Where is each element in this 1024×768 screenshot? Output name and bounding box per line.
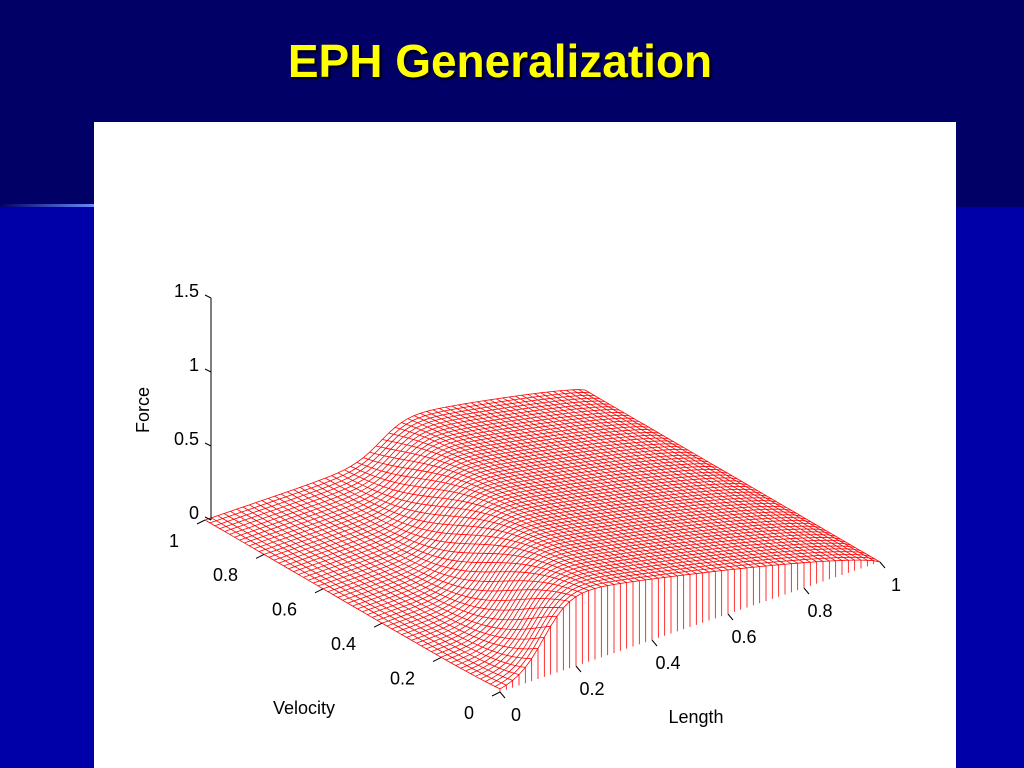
- x-tick: [575, 665, 582, 673]
- axes: [196, 294, 886, 699]
- mesh-line: [209, 392, 590, 524]
- mesh-line: [249, 414, 630, 547]
- surface-mesh: [204, 389, 881, 692]
- plot-figure: Force Length Velocity 0 0.5 1 1.5 0 0.2 0.4 0.6…: [94, 122, 956, 768]
- y-tick-label: 0.2: [390, 668, 415, 688]
- mesh-line: [527, 394, 824, 562]
- x-tick-label: 1: [891, 575, 901, 595]
- accent-line: [0, 204, 95, 207]
- y-tick: [373, 622, 383, 628]
- mesh-line: [219, 397, 600, 529]
- mesh-line: [572, 389, 868, 561]
- y-tick-label: 0.4: [331, 634, 356, 654]
- y-tick-label: 0.6: [272, 600, 297, 620]
- x-tick-label: 0.8: [807, 601, 832, 621]
- y-tick: [432, 657, 442, 663]
- y-axis-label: Velocity: [273, 698, 335, 718]
- mesh-line: [214, 394, 595, 527]
- z-tick-label: 1.5: [174, 281, 199, 301]
- x-tick-label: 0.4: [655, 653, 680, 673]
- y-tick: [196, 519, 206, 525]
- mesh-line: [204, 389, 586, 521]
- z-tick: [204, 516, 212, 521]
- z-tick-label: 0: [189, 503, 199, 523]
- y-tick: [255, 553, 265, 559]
- x-tick: [499, 691, 506, 699]
- y-tick-label: 1: [169, 531, 179, 551]
- mesh-line: [239, 409, 620, 541]
- z-tick: [204, 294, 212, 299]
- y-tick-label: 0: [464, 703, 474, 723]
- slide-title: EPH Generalization: [287, 35, 713, 87]
- x-tick: [727, 613, 734, 621]
- y-tick: [491, 691, 501, 697]
- mesh-line: [559, 390, 855, 561]
- z-tick-label: 0.5: [174, 429, 199, 449]
- x-axis-label: Length: [668, 707, 723, 727]
- mesh-line: [553, 391, 849, 561]
- y-tick-label: 0.8: [213, 565, 238, 585]
- z-tick: [204, 442, 212, 447]
- x-tick: [803, 587, 810, 595]
- mesh-line: [234, 406, 615, 538]
- x-tick-label: 0.6: [731, 627, 756, 647]
- x-tick: [879, 561, 886, 569]
- mesh-line: [546, 391, 843, 561]
- mesh-line: [254, 417, 635, 550]
- z-tick-label: 1: [189, 355, 199, 375]
- y-tick: [314, 588, 324, 594]
- mesh-line: [565, 389, 862, 561]
- mesh-line: [534, 393, 830, 562]
- x-tick: [651, 639, 658, 647]
- mesh-line: [229, 403, 610, 535]
- mesh-line: [244, 411, 625, 544]
- x-tick-label: 0: [511, 705, 521, 725]
- mesh-line: [224, 400, 605, 532]
- mesh-line: [584, 389, 881, 563]
- z-tick: [204, 368, 212, 373]
- x-tick-label: 0.2: [579, 679, 604, 699]
- mesh-line: [540, 392, 836, 562]
- mesh-line: [578, 389, 874, 562]
- z-axis-label: Force: [133, 387, 153, 433]
